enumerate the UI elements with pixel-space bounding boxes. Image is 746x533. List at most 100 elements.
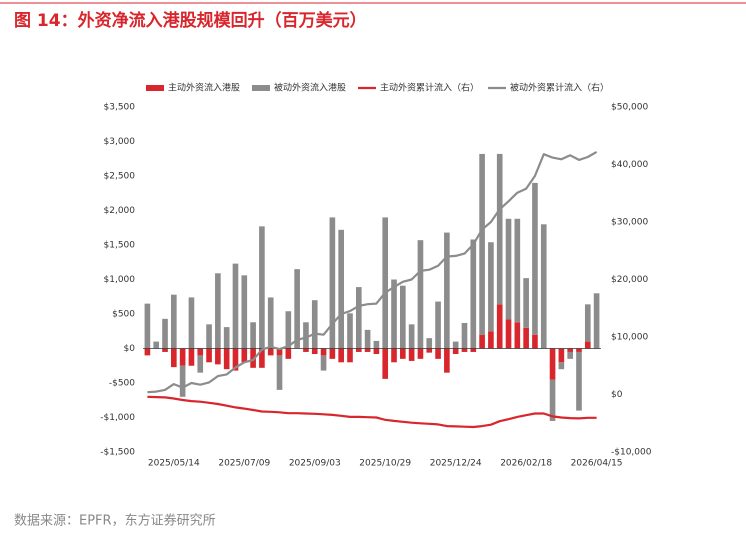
bar: [241, 275, 248, 349]
bar: [294, 269, 300, 349]
bar: [382, 348, 389, 379]
bar: [532, 182, 538, 335]
y-tick-label: $0: [124, 344, 136, 354]
x-tick-label: 2025/07/09: [218, 459, 270, 469]
bar: [382, 217, 389, 349]
bar: [364, 329, 371, 349]
bar: [461, 348, 468, 352]
bar: [400, 348, 406, 359]
y2-tick-label: -$10,000: [611, 448, 652, 458]
bar: [171, 294, 177, 349]
bar: [408, 348, 415, 361]
y2-tick-label: $10,000: [611, 333, 648, 343]
bar: [320, 355, 327, 371]
y-tick-label: $500: [112, 310, 135, 320]
bar: [303, 322, 309, 349]
bar: [347, 313, 353, 349]
bar: [391, 279, 397, 349]
bar: [479, 153, 485, 335]
bar: [285, 311, 292, 349]
bar: [250, 348, 256, 368]
y-tick-label: $3,500: [104, 103, 136, 113]
bar: [259, 348, 265, 368]
bar: [355, 287, 362, 349]
bar: [171, 348, 177, 368]
bar: [567, 351, 573, 359]
bar: [470, 239, 477, 349]
bar: [373, 348, 380, 355]
y-tick-label: $3,000: [104, 137, 136, 147]
y-tick-label: $1,000: [104, 275, 136, 285]
bar: [470, 348, 477, 352]
bar: [179, 348, 186, 366]
bar: [347, 348, 353, 363]
bar: [232, 263, 239, 349]
bar: [197, 348, 204, 356]
bar: [329, 217, 336, 349]
bar: [417, 240, 424, 349]
y-tick-label: -$500: [109, 379, 135, 389]
x-tick-label: 2025/05/14: [148, 459, 200, 469]
legend-swatch: [252, 85, 270, 91]
bar: [567, 348, 573, 352]
bar: [188, 348, 195, 366]
bar: [259, 226, 265, 349]
bar: [435, 348, 441, 359]
bar: [223, 348, 230, 370]
bar: [241, 348, 248, 363]
bar: [408, 324, 415, 349]
bar: [558, 362, 565, 370]
legend-label: 被动外资流入港股: [274, 82, 346, 94]
bar: [223, 327, 230, 349]
bar: [540, 224, 547, 349]
bar: [267, 348, 274, 356]
bar: [426, 338, 433, 349]
bar: [452, 348, 459, 355]
bar: [593, 293, 600, 349]
bar: [162, 348, 168, 352]
bar: [452, 341, 459, 349]
source-note: 数据来源：EPFR，东方证券研究所: [14, 513, 216, 529]
bar: [215, 273, 221, 349]
bar: [311, 348, 318, 355]
bar: [435, 301, 441, 349]
bar: [179, 365, 186, 397]
bar: [576, 351, 582, 411]
bar: [144, 303, 151, 349]
bar: [162, 318, 168, 349]
bar: [505, 319, 512, 349]
y-tick-label: $2,000: [104, 206, 136, 216]
x-tick-label: 2025/10/29: [359, 459, 411, 469]
y-tick-label: -$1,500: [100, 448, 135, 458]
bar: [153, 341, 160, 349]
bar: [276, 355, 283, 390]
bar: [206, 324, 212, 349]
bar: [197, 355, 204, 373]
bar: [549, 348, 556, 380]
bar: [338, 229, 344, 349]
bar: [215, 348, 221, 365]
bar: [523, 278, 529, 328]
y-tick-label: $2,500: [104, 172, 136, 182]
bar: [311, 300, 318, 349]
y2-tick-label: $20,000: [611, 275, 648, 285]
bar: [329, 348, 336, 359]
legend-label: 主动外资累计流入（右）: [380, 82, 479, 94]
y2-tick-label: $40,000: [611, 160, 648, 170]
bar: [558, 348, 565, 363]
bar: [426, 348, 433, 353]
bar: [584, 341, 591, 349]
y2-tick-label: $50,000: [611, 103, 648, 113]
x-tick-label: 2026/02/18: [500, 459, 552, 469]
y-tick-label: -$1,000: [100, 413, 135, 423]
legend-label: 被动外资累计流入（右）: [510, 82, 609, 94]
legend-swatch: [146, 85, 164, 91]
bar: [144, 348, 151, 356]
bar: [488, 242, 494, 332]
bar: [303, 348, 309, 352]
bar: [514, 218, 521, 323]
bar: [285, 348, 292, 359]
bar: [206, 348, 212, 363]
x-tick-label: 2025/12/24: [430, 459, 482, 469]
bar: [549, 379, 556, 421]
